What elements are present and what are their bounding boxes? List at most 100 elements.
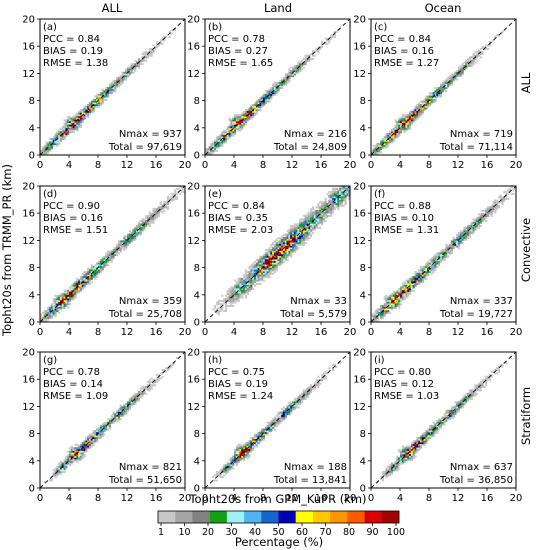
- density-cell: [234, 114, 237, 117]
- density-cell: [128, 406, 131, 409]
- density-cell: [450, 242, 453, 245]
- density-cell: [52, 305, 55, 307]
- density-cell: [454, 243, 457, 246]
- density-cell: [470, 56, 473, 59]
- density-cell: [390, 308, 394, 311]
- density-cell: [252, 104, 255, 106]
- density-cell: [259, 107, 262, 110]
- density-cell: [224, 136, 228, 139]
- density-cell: [96, 440, 99, 443]
- density-cell: [252, 288, 255, 290]
- density-cell: [88, 276, 92, 279]
- density-cell: [282, 406, 286, 409]
- density-cell: [78, 122, 81, 125]
- density-cell: [324, 208, 327, 211]
- density-cell: [378, 146, 381, 149]
- density-cell: [470, 230, 473, 233]
- density-cell: [123, 245, 126, 248]
- density-cell: [494, 203, 497, 205]
- density-cell: [321, 42, 324, 45]
- density-cell: [390, 296, 394, 299]
- density-cell: [458, 247, 461, 250]
- density-cell: [136, 394, 139, 397]
- density-cell: [465, 64, 468, 67]
- density-cell: [234, 301, 237, 304]
- density-cell: [212, 149, 215, 152]
- density-cell: [69, 296, 72, 299]
- density-cell: [47, 313, 50, 316]
- density-cell: [136, 231, 139, 234]
- density-cell: [63, 299, 66, 302]
- density-cell: [58, 294, 61, 297]
- density-cell: [390, 462, 394, 465]
- density-cell: [385, 471, 388, 473]
- density-cell: [88, 447, 92, 450]
- density-cell: [394, 462, 397, 465]
- density-cell: [405, 129, 408, 132]
- density-cell: [394, 119, 397, 122]
- density-cell: [132, 68, 135, 71]
- y-tick-label: 20: [187, 348, 200, 359]
- density-cell: [293, 399, 296, 402]
- density-cell: [215, 308, 218, 311]
- density-cell: [342, 186, 345, 188]
- density-cell: [79, 124, 82, 127]
- density-cell: [63, 122, 66, 125]
- density-cell: [78, 447, 81, 450]
- total-annotation: Total = 5,579: [279, 309, 347, 320]
- density-cell: [243, 291, 246, 294]
- density-cell: [261, 104, 264, 106]
- density-cell: [128, 401, 131, 404]
- density-cell: [439, 421, 442, 424]
- density-cell: [427, 262, 430, 265]
- density-cell: [125, 406, 128, 409]
- density-cell: [398, 134, 401, 137]
- density-cell: [266, 426, 269, 429]
- density-cell: [281, 80, 284, 83]
- density-cell: [398, 129, 401, 132]
- density-cell: [313, 228, 316, 231]
- density-cell: [505, 192, 508, 195]
- density-cell: [239, 291, 242, 294]
- density-cell: [315, 225, 318, 228]
- density-cell: [490, 204, 493, 207]
- density-cell: [235, 119, 238, 122]
- density-cell: [472, 63, 475, 66]
- density-cell: [161, 375, 164, 378]
- panel-label: (f): [374, 189, 385, 200]
- density-cell: [425, 107, 428, 110]
- density-cell: [330, 214, 333, 217]
- density-cell: [99, 430, 102, 433]
- density-cell: [87, 104, 90, 106]
- density-cell: [61, 305, 64, 307]
- density-cell: [328, 211, 331, 214]
- density-cell: [401, 445, 404, 448]
- density-cell: [317, 379, 320, 382]
- density-cell: [119, 81, 122, 84]
- density-cell: [282, 255, 286, 258]
- density-cell: [103, 98, 106, 101]
- density-cell: [295, 71, 298, 74]
- density-cell: [392, 291, 395, 294]
- density-cell: [248, 442, 251, 445]
- density-cell: [432, 421, 435, 424]
- density-cell: [250, 447, 253, 450]
- density-cell: [321, 201, 324, 204]
- density-cell: [252, 115, 255, 118]
- density-cell: [270, 97, 273, 100]
- density-cell: [152, 221, 155, 224]
- density-cell: [116, 420, 119, 422]
- density-cell: [432, 97, 435, 100]
- density-cell: [448, 411, 452, 414]
- density-cell: [392, 306, 395, 309]
- density-cell: [400, 119, 403, 122]
- density-cell: [297, 397, 300, 400]
- stat-annotation: PCC = 0.78: [43, 367, 100, 378]
- density-cell: [125, 235, 128, 238]
- density-cell: [490, 206, 493, 209]
- density-cell: [243, 284, 246, 287]
- y-tick-label: 8: [360, 263, 366, 274]
- density-cell: [485, 220, 488, 222]
- density-cell: [430, 426, 433, 429]
- density-cell: [282, 83, 286, 86]
